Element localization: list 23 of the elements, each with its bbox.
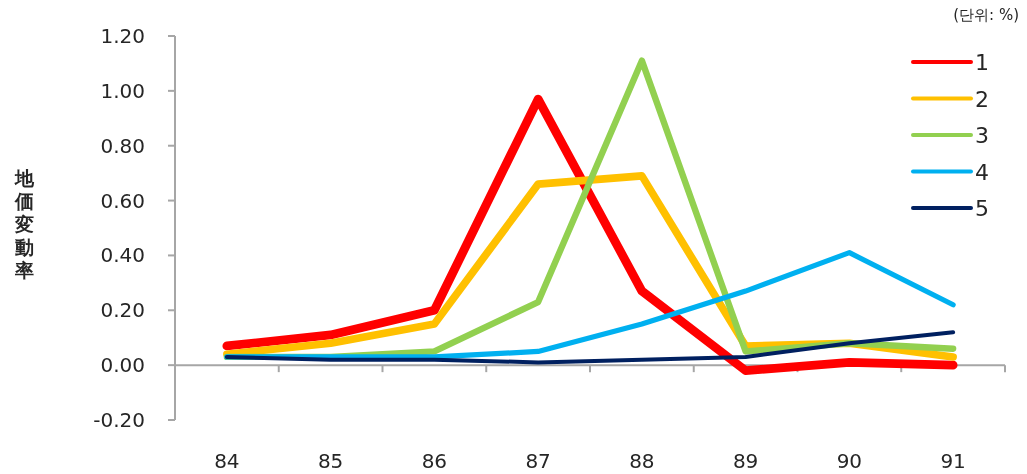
x-tick-label: 89: [732, 449, 759, 473]
text: (단위: %): [953, 6, 1019, 24]
x-tick-label: 88: [629, 449, 655, 473]
legend-label: 2: [975, 86, 989, 112]
legend-label: 1: [975, 50, 989, 75]
x-tick-label: 87: [525, 449, 551, 473]
legend-label: 4: [975, 159, 989, 185]
x-tick-label: 84: [214, 449, 240, 473]
y-tick-label: 0.20: [100, 298, 145, 323]
x-tick-label: 91: [940, 449, 966, 473]
ylabel: 地価変動率: [14, 167, 34, 281]
legend-label: 3: [975, 123, 989, 148]
y-tick-label: 1.00: [100, 78, 145, 103]
x-tick-label: 86: [421, 449, 448, 473]
x-tick-label: 85: [317, 449, 344, 473]
y-tick-label: 1.20: [100, 24, 145, 48]
y-tick-label: 0.00: [100, 353, 145, 378]
x-tick-label: 90: [836, 449, 863, 473]
y-tick-label: -0.20: [93, 408, 145, 432]
y-tick-label: 0.80: [100, 133, 145, 158]
y-tick-label: 0.40: [100, 243, 145, 268]
y-tick-label: 0.60: [100, 188, 145, 213]
legend-label: 5: [975, 196, 989, 221]
